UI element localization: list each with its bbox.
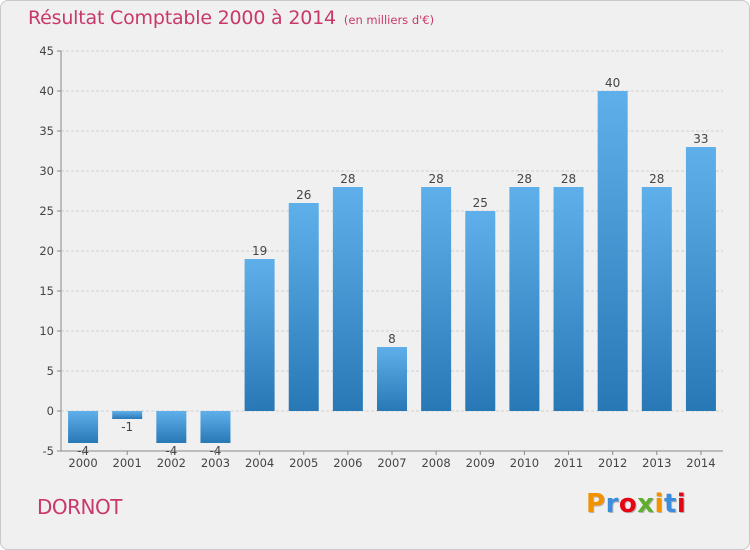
y-tick-label: 40 xyxy=(39,84,54,98)
data-label-2009: 25 xyxy=(473,196,488,210)
y-tick-label: 20 xyxy=(39,244,54,258)
y-tick-label: 25 xyxy=(39,204,54,218)
y-tick-label: 15 xyxy=(39,284,54,298)
data-label-2008: 28 xyxy=(428,172,443,186)
data-label-2006: 28 xyxy=(340,172,355,186)
x-tick-label: 2005 xyxy=(289,456,318,470)
bar-2008 xyxy=(421,187,452,411)
logo-letter: i xyxy=(676,489,687,519)
data-label-2012: 40 xyxy=(605,76,620,90)
x-tick-label: 2012 xyxy=(598,456,627,470)
x-tick-label: 2006 xyxy=(333,456,362,470)
x-tick-label: 2003 xyxy=(201,456,230,470)
data-label-2010: 28 xyxy=(517,172,532,186)
bar-2007 xyxy=(377,347,407,411)
x-tick-label: 2009 xyxy=(466,456,495,470)
data-label-2011: 28 xyxy=(561,172,576,186)
x-tick-label: 2010 xyxy=(510,456,539,470)
chart-unit: (en milliers d'€) xyxy=(343,13,435,27)
data-label-2004: 19 xyxy=(252,244,267,258)
bar-2001 xyxy=(112,411,143,419)
chart-title: Résultat Comptable 2000 à 2014 (en millie… xyxy=(28,7,434,29)
bar-2014 xyxy=(685,147,716,411)
logo-letter: x xyxy=(637,489,655,519)
y-tick-label: 0 xyxy=(47,404,54,418)
data-label-2001: -1 xyxy=(121,420,133,434)
y-tick-label: 35 xyxy=(39,124,54,138)
bar-2010 xyxy=(509,187,540,411)
bar-2012 xyxy=(597,91,628,411)
commune-name: DORNOT xyxy=(37,495,122,519)
bar-2013 xyxy=(641,187,672,411)
x-tick-label: 2008 xyxy=(421,456,450,470)
y-tick-label: -5 xyxy=(43,444,54,458)
bar-2000 xyxy=(68,411,99,443)
x-tick-label: 2014 xyxy=(686,456,715,470)
y-tick-label: 30 xyxy=(39,164,54,178)
chart-title-text: Résultat Comptable 2000 à 2014 xyxy=(28,7,336,29)
bar-2009 xyxy=(465,211,496,411)
y-tick-label: 45 xyxy=(39,44,54,58)
bar-2004 xyxy=(244,259,275,411)
x-tick-label: 2007 xyxy=(377,456,406,470)
proxiti-logo: Proxiti xyxy=(586,489,686,519)
logo-letter: P xyxy=(586,489,606,519)
x-tick-label: 2011 xyxy=(554,456,583,470)
logo-letter: t xyxy=(663,489,677,519)
y-tick-label: 10 xyxy=(39,324,54,338)
x-tick-label: 2001 xyxy=(113,456,142,470)
logo-letter: r xyxy=(605,489,619,519)
x-tick-label: 2004 xyxy=(245,456,274,470)
x-tick-label: 2002 xyxy=(157,456,186,470)
bar-2006 xyxy=(332,187,363,411)
bar-2003 xyxy=(200,411,231,443)
bar-2011 xyxy=(553,187,584,411)
logo-letter: o xyxy=(618,489,638,519)
data-label-2013: 28 xyxy=(649,172,664,186)
x-tick-label: 2013 xyxy=(642,456,671,470)
logo-letter: i xyxy=(654,489,664,519)
data-label-2005: 26 xyxy=(296,188,311,202)
bar-2005 xyxy=(288,203,319,411)
bar-2002 xyxy=(156,411,187,443)
y-tick-label: 5 xyxy=(47,364,54,378)
data-label-2014: 33 xyxy=(693,132,708,146)
x-tick-label: 2000 xyxy=(68,456,97,470)
data-label-2007: 8 xyxy=(388,332,396,346)
